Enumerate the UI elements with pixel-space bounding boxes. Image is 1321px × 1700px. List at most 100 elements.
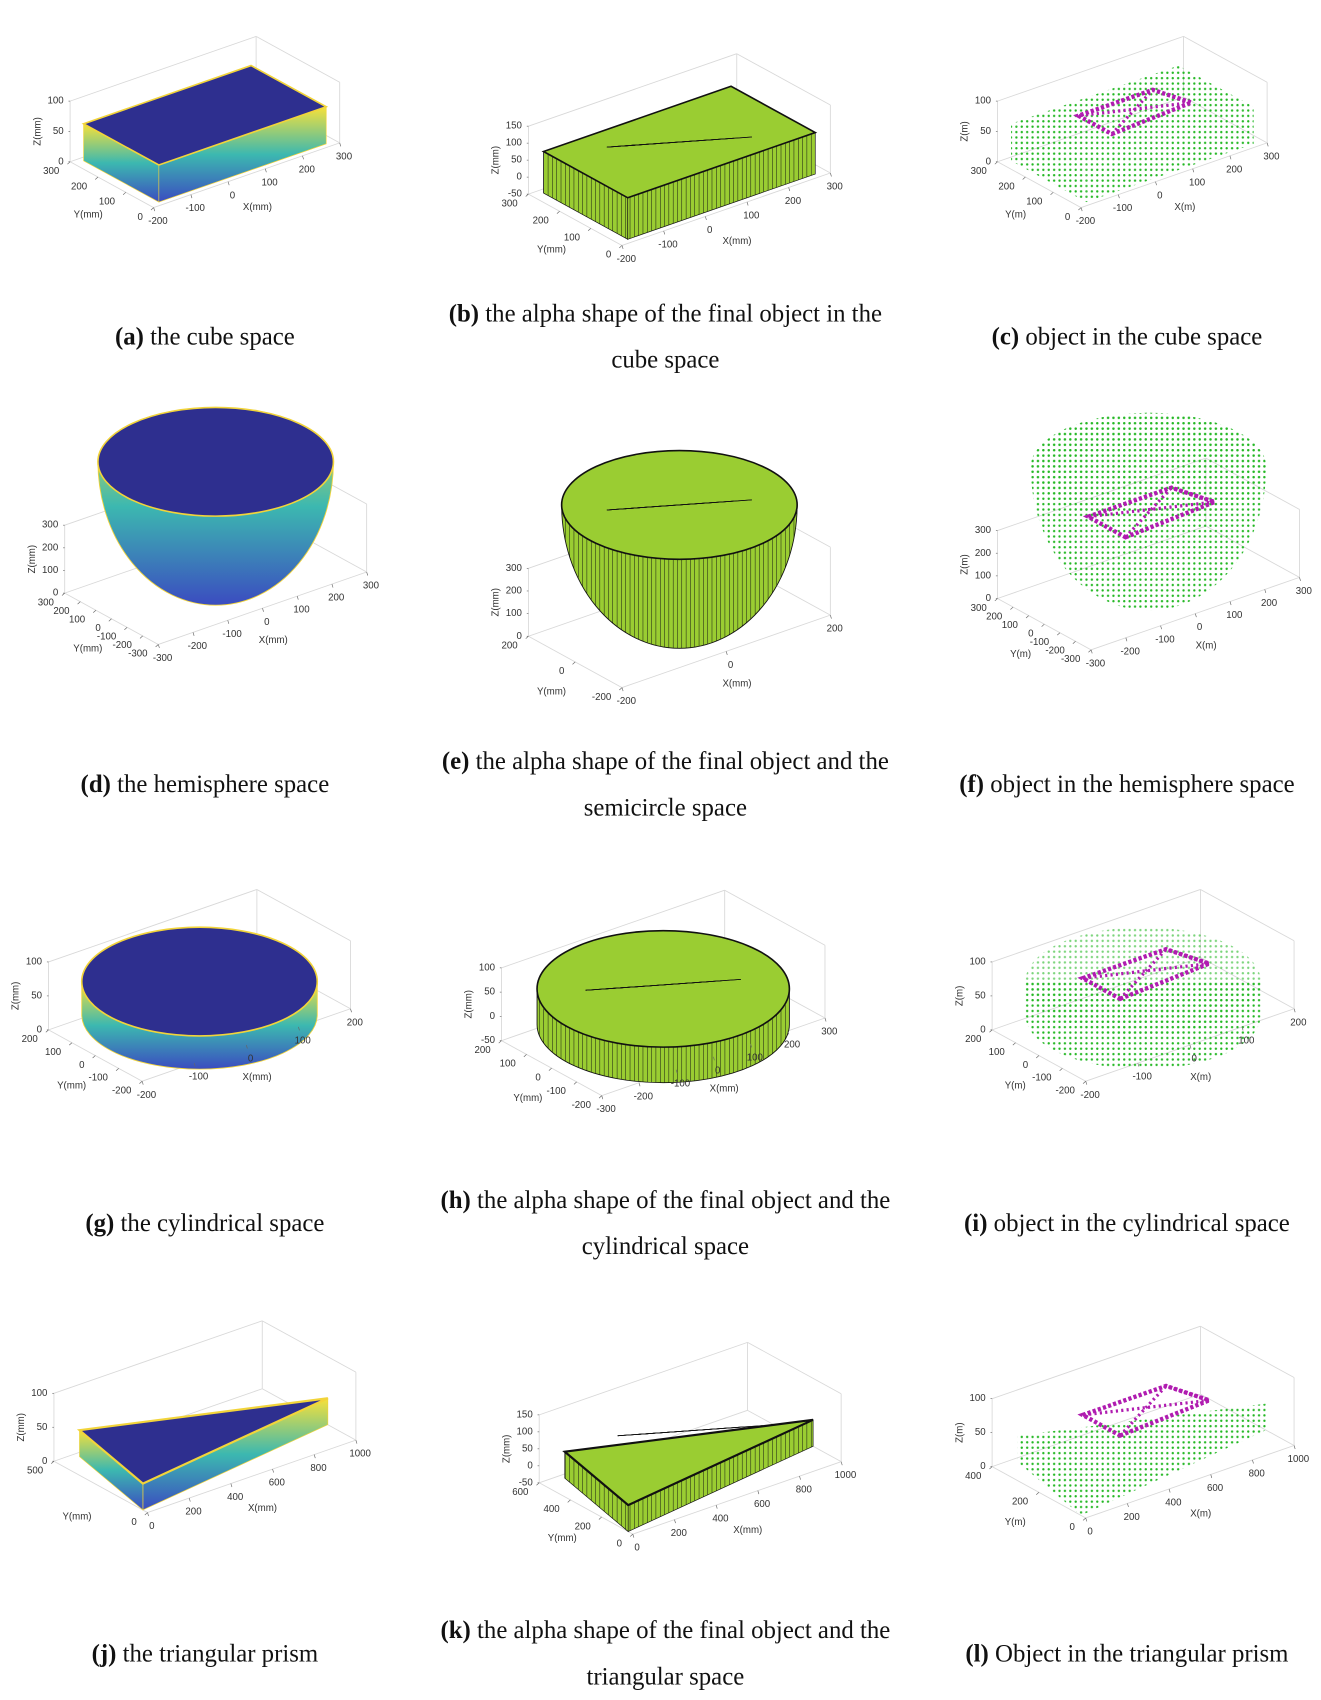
tick-label: 200 [1124, 1512, 1141, 1523]
tick-mark [598, 1516, 602, 1520]
tick-label: 100 [500, 1059, 517, 1070]
tick-label: 300 [38, 597, 55, 608]
axis-frame [256, 889, 351, 942]
axis-frame [528, 193, 623, 246]
top-face [97, 406, 335, 517]
caption-text: the cube space [150, 322, 295, 350]
tick-label: 300 [1296, 586, 1313, 597]
top-face [562, 1418, 814, 1507]
tick-label: 0 [79, 1060, 85, 1071]
axis-frame [48, 889, 258, 963]
tick-label: 200 [42, 542, 59, 553]
tick-label: -100 [97, 632, 117, 643]
tick-mark [1264, 589, 1267, 594]
tick-label: -200 [1080, 1090, 1100, 1101]
tick-mark [1078, 207, 1082, 211]
tick-mark [1293, 1445, 1296, 1450]
tick-label: 0 [1197, 622, 1203, 633]
tick-label: 0 [95, 623, 101, 634]
axis-label: Z(m) [954, 1422, 965, 1442]
tick-label: 100 [479, 962, 496, 973]
caption-label: (b) [448, 299, 480, 327]
tick-label: 600 [512, 1487, 529, 1498]
tick-label: 0 [248, 1054, 254, 1065]
tick-label: 100 [506, 608, 523, 619]
tick-label: -200 [592, 692, 612, 703]
tick-label: 300 [971, 603, 988, 614]
tick-label: 800 [796, 1485, 813, 1496]
caption: (f) object in the hemisphere space [895, 761, 1321, 807]
tick-label: 0 [53, 588, 59, 599]
tick-label: -100 [658, 240, 678, 251]
caption-text: the alpha shape of the final object and … [475, 747, 889, 821]
tick-label: -200 [572, 1100, 592, 1111]
tick-mark [144, 1512, 148, 1516]
caption-label: (g) [85, 1209, 115, 1237]
axis-frame [1080, 142, 1268, 208]
tick-mark [674, 1519, 676, 1524]
tick-label: 100 [42, 565, 59, 576]
tick-label: 300 [363, 581, 380, 592]
tick-label: 100 [293, 605, 310, 616]
tick-mark [51, 1460, 55, 1464]
tick-label: 300 [971, 166, 988, 177]
caption-label: (h) [440, 1186, 471, 1214]
tick-mark [587, 228, 592, 232]
tick-label: 0 [617, 1538, 623, 1549]
tick-label: 200 [575, 1521, 592, 1532]
tick-label: 1000 [835, 1470, 857, 1481]
tick-mark [1085, 1517, 1088, 1522]
tick-label: 50 [522, 1443, 533, 1454]
axis-frame [724, 889, 826, 946]
tick-mark [108, 618, 112, 622]
tick-label: 0 [1065, 212, 1071, 223]
tick-mark [298, 1026, 300, 1031]
axis-frame [1200, 1325, 1295, 1378]
axis-label: X(mm) [733, 1525, 762, 1536]
tick-label: 600 [1207, 1483, 1224, 1494]
tick-label: 0 [715, 1065, 721, 1076]
top-face [76, 1397, 329, 1485]
tick-mark [141, 1081, 144, 1085]
tick-label: 100 [517, 1426, 534, 1437]
tick-mark [192, 632, 195, 636]
tick-label: -200 [113, 640, 133, 651]
tick-label: 1000 [1288, 1454, 1310, 1465]
tick-mark [264, 168, 267, 173]
tick-mark [188, 1497, 191, 1502]
tick-mark [1036, 1492, 1040, 1495]
tick-mark [155, 644, 159, 648]
tick-label: 100 [262, 177, 279, 188]
tick-mark [746, 201, 749, 206]
tick-mark [994, 161, 998, 165]
tick-label: 50 [980, 126, 991, 137]
caption-label: (d) [80, 770, 111, 798]
side-face [1081, 1403, 1267, 1516]
subplot: 200 100 0 -100 -200 -300 -200 -100 0 100 200 300 -50… [464, 889, 838, 1115]
caption: (c) object in the cube space [895, 313, 1321, 359]
tick-label: 100 [45, 1047, 62, 1058]
axis-frame [991, 1466, 1086, 1519]
top-face [1030, 412, 1267, 522]
tick-label: 200 [506, 586, 523, 597]
tick-label: 200 [784, 1040, 801, 1051]
tick-label: -100 [1030, 637, 1050, 648]
tick-label: 100 [1189, 177, 1206, 188]
tick-label: -300 [153, 653, 173, 664]
tick-mark [227, 620, 230, 624]
tick-mark [1057, 632, 1061, 636]
top-face [536, 929, 791, 1048]
tick-mark [1229, 155, 1232, 160]
tick-label: 0 [634, 1543, 640, 1554]
caption: (g) the cylindrical space [0, 1200, 437, 1246]
tick-mark [1012, 1042, 1016, 1046]
tick-label: 200 [1226, 164, 1243, 175]
object-points [1082, 1384, 1210, 1437]
axis-label: Y(mm) [548, 1533, 577, 1544]
